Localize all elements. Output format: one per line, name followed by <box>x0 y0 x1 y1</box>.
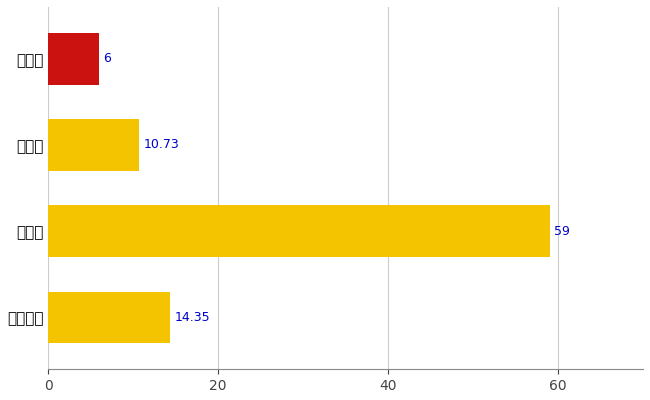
Bar <box>48 119 140 171</box>
Text: 59: 59 <box>554 225 569 238</box>
Text: 10.73: 10.73 <box>144 138 179 152</box>
Bar <box>48 205 550 257</box>
Bar <box>48 33 99 84</box>
Text: 14.35: 14.35 <box>174 311 210 324</box>
Bar <box>48 292 170 344</box>
Text: 6: 6 <box>103 52 111 65</box>
